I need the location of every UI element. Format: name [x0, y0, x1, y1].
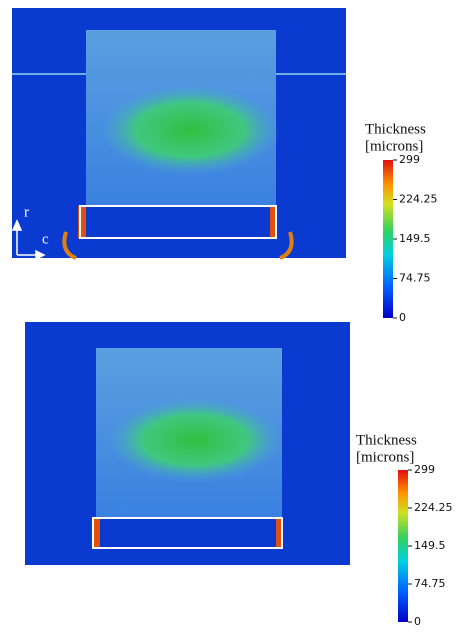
axis-label: r: [24, 204, 29, 220]
axis-arrows: [11, 219, 46, 261]
colorbar: [383, 160, 393, 318]
axis-label: c: [42, 231, 49, 247]
colorbar-title: Thickness: [365, 121, 426, 137]
tick-label: 0: [414, 615, 421, 628]
colorbar-title: [microns]: [365, 138, 423, 154]
tick-label: 149.5: [399, 232, 431, 245]
tick-label: 224.25: [399, 193, 438, 206]
colorbar-title: Thickness: [356, 432, 417, 448]
tick-label: 74.75: [414, 577, 446, 590]
colorbar: [398, 470, 408, 622]
tick-label: 149.5: [414, 539, 446, 552]
tick-label: 0: [399, 311, 406, 324]
thickness-map: [12, 8, 346, 260]
tick-label: 224.25: [414, 501, 453, 514]
thickness-map: [25, 322, 350, 565]
tick-label: 299: [414, 463, 435, 476]
tick-label: 74.75: [399, 272, 431, 285]
colorbar-title: [microns]: [356, 449, 414, 465]
tick-label: 299: [399, 153, 420, 166]
